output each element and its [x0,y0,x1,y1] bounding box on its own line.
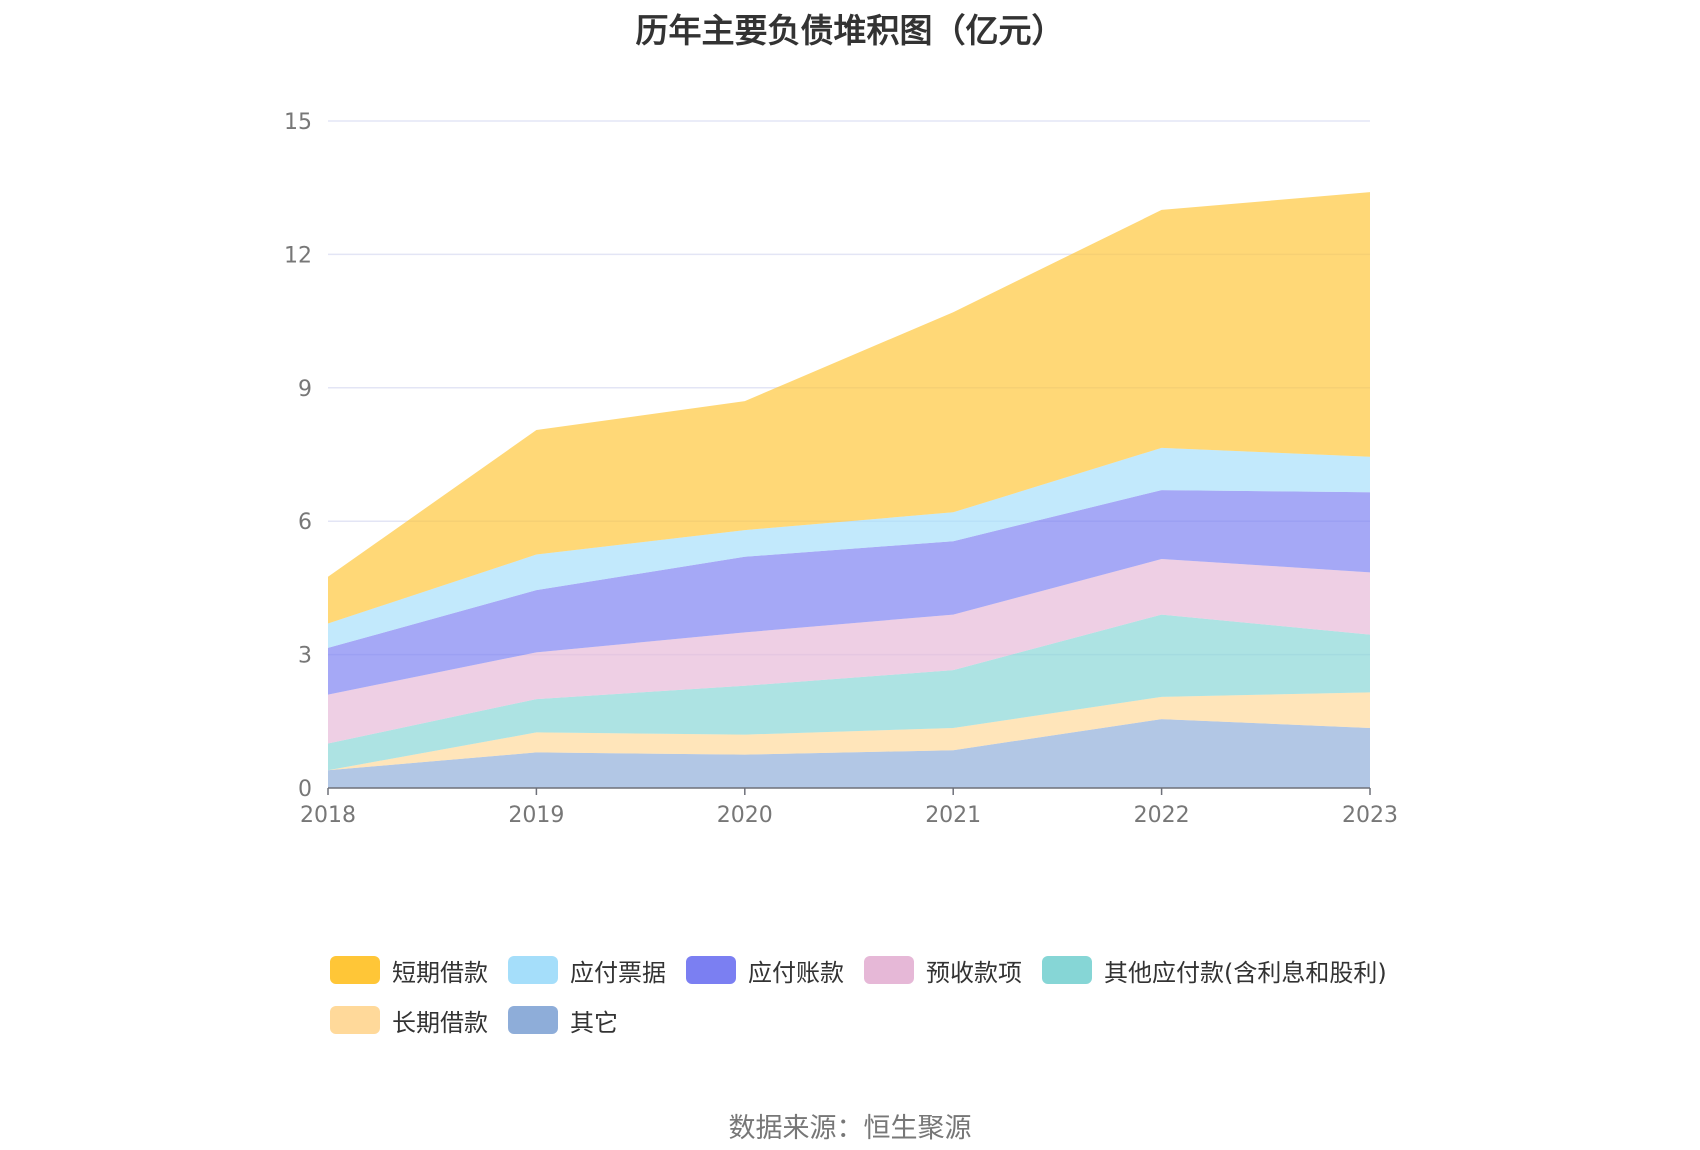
legend-row: 短期借款 应付票据 应付账款 预收款项 其他应付款(含利息和股利) [330,955,1430,987]
x-tick-label: 2022 [1134,803,1190,828]
legend-swatch [508,956,558,984]
legend-label: 应付账款 [748,958,844,987]
area-series-5[interactable] [328,447,1370,648]
legend: 短期借款 应付票据 应付账款 预收款项 其他应付款(含利息和股利) 长期借款 其它 [330,955,1430,1055]
x-tick-label: 2023 [1342,803,1398,828]
chart-title: 历年主要负债堆积图（亿元） [635,11,1065,50]
y-tick-label: 15 [284,110,312,135]
legend-label: 长期借款 [392,1008,488,1037]
legend-label: 预收款项 [926,958,1022,987]
legend-swatch [686,956,736,984]
y-tick-label: 6 [298,510,312,535]
y-tick-label: 12 [284,243,312,268]
axes: 0 3 6 9 12 15 2018 2019 2020 2021 2022 2023 [284,110,1398,828]
legend-swatch [864,956,914,984]
legend-item[interactable]: 应付账款 [686,955,844,987]
y-tick-label: 3 [298,644,312,669]
legend-item[interactable]: 长期借款 [330,1005,488,1037]
legend-label: 应付票据 [570,958,666,987]
legend-swatch [330,956,380,984]
area-series-3[interactable] [328,558,1370,744]
y-tick-label: 9 [298,377,312,402]
x-tick-label: 2021 [925,803,981,828]
area-series-2[interactable] [328,614,1370,771]
legend-item[interactable]: 其它 [508,1005,618,1037]
legend-item[interactable]: 短期借款 [330,955,488,987]
legend-row: 长期借款 其它 [330,1005,1430,1037]
legend-swatch [508,1006,558,1034]
stacked-area-chart: 0 3 6 9 12 15 2018 2019 2020 2021 2022 2023 [284,110,1398,828]
area-series-0[interactable] [328,719,1370,788]
legend-label: 其他应付款(含利息和股利) [1104,958,1387,987]
x-tick-label: 2018 [300,803,356,828]
data-source: 数据来源：恒生聚源 [728,1113,972,1144]
x-tick-label: 2020 [717,803,773,828]
x-tick-label: 2019 [508,803,564,828]
legend-swatch [330,1006,380,1034]
area-series [328,192,1370,788]
legend-label: 其它 [570,1008,618,1037]
legend-label: 短期借款 [392,958,488,987]
y-tick-label: 0 [298,777,312,802]
legend-swatch [1042,956,1092,984]
legend-item[interactable]: 预收款项 [864,955,1022,987]
area-series-4[interactable] [328,490,1370,695]
area-series-6[interactable] [328,192,1370,624]
legend-item[interactable]: 应付票据 [508,955,666,987]
legend-item[interactable]: 其他应付款(含利息和股利) [1042,955,1387,987]
